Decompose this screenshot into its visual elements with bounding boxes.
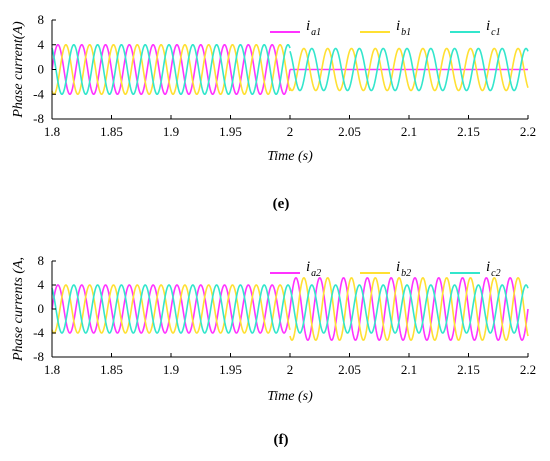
y-tick-label: 0 xyxy=(38,301,45,316)
legend: ia1 ib1 ic1 xyxy=(270,18,501,38)
x-tick-label: 2.15 xyxy=(457,124,480,139)
legend-label-main: i xyxy=(396,18,400,34)
y-axis-label: Phase current(A) xyxy=(11,21,26,119)
legend-label-sub: c1 xyxy=(491,27,500,38)
panel-caption: (f) xyxy=(274,432,289,448)
x-tick-label: 1.85 xyxy=(100,362,123,377)
chart-panel-f: 1.8 1.85 1.9 1.95 2 2.05 2.1 2.15 2.2 8 4 0 -4 -8 Time… xyxy=(11,253,536,448)
legend-label-i_a1: ia1 xyxy=(306,18,321,38)
x-tick-label: 2.2 xyxy=(520,124,536,139)
x-tick-label: 1.95 xyxy=(219,124,242,139)
x-tick-label: 2.15 xyxy=(457,362,480,377)
legend-label-sub: b2 xyxy=(401,268,411,279)
legend-label-sub: a2 xyxy=(311,268,321,279)
series-group xyxy=(51,277,529,341)
series-line-i_b1 xyxy=(51,44,529,95)
x-axis-label: Time (s) xyxy=(267,149,313,164)
legend-label-sub: a1 xyxy=(311,27,321,38)
legend-label-i_b2: ib2 xyxy=(396,259,411,279)
legend-label-i_b1: ib1 xyxy=(396,18,411,38)
x-tick-label: 2.05 xyxy=(338,362,361,377)
series-line-i_b2 xyxy=(51,277,529,341)
x-tick-label: 1.95 xyxy=(219,362,242,377)
series-line-i_c1 xyxy=(51,44,529,95)
legend-label-main: i xyxy=(396,259,400,275)
legend-label-i_c1: ic1 xyxy=(486,18,501,38)
x-tick-label: 1.8 xyxy=(44,124,60,139)
x-tick-label: 1.9 xyxy=(163,124,179,139)
x-tick-label: 1.9 xyxy=(163,362,179,377)
legend-label-i_a2: ia2 xyxy=(306,259,321,279)
legend-label-main: i xyxy=(486,259,490,275)
y-tick-label: 8 xyxy=(38,253,45,268)
x-tick-label: 2.2 xyxy=(520,362,536,377)
y-tick-label: 4 xyxy=(38,277,45,292)
legend-label-main: i xyxy=(306,259,310,275)
chart-panel-e: 1.8 1.85 1.9 1.95 2 2.05 2.1 2.15 2.2 8 4 0 -4 -8 Time… xyxy=(11,12,536,212)
panel-caption: (e) xyxy=(273,196,290,212)
legend-label-i_c2: ic2 xyxy=(486,259,501,279)
y-tick-label: -8 xyxy=(33,349,44,364)
legend-label-main: i xyxy=(486,18,490,34)
y-tick-label: -4 xyxy=(33,325,44,340)
y-axis-label: Phase currents (A, xyxy=(11,257,26,362)
x-tick-label: 2 xyxy=(287,124,294,139)
series-group xyxy=(51,44,529,95)
x-tick-label: 2.1 xyxy=(401,124,417,139)
legend-label-sub: b1 xyxy=(401,27,411,38)
x-tick-label: 2.1 xyxy=(401,362,417,377)
y-tick-label: -4 xyxy=(33,86,44,101)
x-tick-label: 1.8 xyxy=(44,362,60,377)
series-line-i_c2 xyxy=(51,284,529,334)
series-line-i_a2 xyxy=(51,277,529,341)
y-tick-label: 4 xyxy=(38,37,45,52)
legend-label-sub: c2 xyxy=(491,268,500,279)
x-axis-label: Time (s) xyxy=(267,389,313,404)
y-tick-label: 0 xyxy=(38,62,45,77)
x-tick-label: 2 xyxy=(287,362,294,377)
y-tick-label: -8 xyxy=(33,111,44,126)
x-tick-label: 2.05 xyxy=(338,124,361,139)
legend: ia2 ib2 ic2 xyxy=(270,259,501,279)
x-tick-label: 1.85 xyxy=(100,124,123,139)
y-tick-label: 8 xyxy=(38,12,45,27)
legend-label-main: i xyxy=(306,18,310,34)
